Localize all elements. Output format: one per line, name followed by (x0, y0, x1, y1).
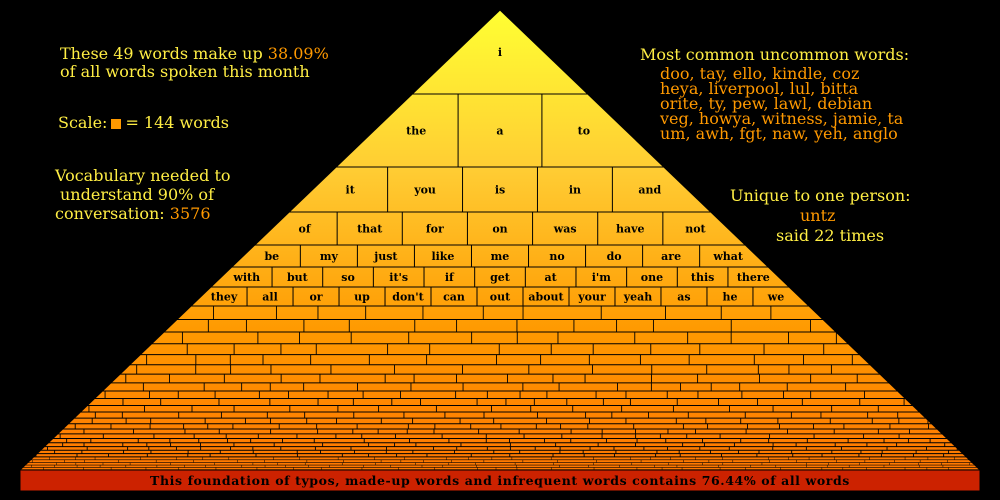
scale-label: Scale: (58, 113, 108, 132)
pyramid-word: can (443, 291, 465, 304)
uncommon-line: orite, ty, pew, lawl, debian (660, 94, 873, 113)
pyramid-word: at (545, 271, 558, 284)
pyramid-word: like (431, 250, 454, 263)
pyramid-body (18, 9, 982, 471)
summary-line2: of all words spoken this month (60, 62, 310, 81)
pyramid-word: as (677, 291, 690, 304)
pyramid-word: that (357, 223, 383, 236)
scale-legend: Scale: = 144 words (58, 114, 229, 132)
pyramid-word: it (346, 184, 356, 197)
uncommon-line: doo, tay, ello, kindle, coz (660, 64, 860, 83)
pyramid-word: my (320, 250, 339, 263)
pyramid-word: about (528, 291, 564, 304)
vocabulary-line3: conversation: (55, 204, 165, 223)
scale-value: = 144 words (125, 113, 229, 132)
pyramid-word: they (211, 291, 238, 304)
pyramid-word: don't (392, 291, 424, 304)
pyramid-word: a (496, 125, 503, 138)
pyramid-word: be (264, 250, 279, 263)
pyramid-word: do (607, 250, 622, 263)
pyramid-word: it's (389, 271, 408, 284)
pyramid-word: me (491, 250, 510, 263)
pyramid-word: all (262, 291, 278, 304)
pyramid-word: or (309, 291, 322, 304)
pyramid-word: we (767, 291, 784, 304)
pyramid-word: you (413, 184, 436, 197)
pyramid-word: on (492, 223, 507, 236)
pyramid-word: was (553, 223, 577, 236)
pyramid-word: he (722, 291, 737, 304)
foundation-bar (19, 469, 981, 492)
pyramid-word: to (578, 125, 590, 138)
vocabulary-line1: Vocabulary needed to (55, 166, 231, 185)
summary-line1: These 49 words make up (60, 44, 263, 63)
pyramid-word: just (373, 250, 398, 263)
scale-square-icon (111, 119, 122, 129)
pyramid-word: what (712, 250, 744, 263)
summary-percent: 38.09% (267, 44, 329, 63)
pyramid-word: no (549, 250, 564, 263)
pyramid-word: yeah (623, 291, 653, 304)
pyramid-word: so (341, 271, 355, 284)
pyramid-word: with (232, 271, 260, 284)
unique-heading: Unique to one person: (730, 186, 911, 205)
pyramid-word: i'm (592, 271, 612, 284)
pyramid-word: are (661, 250, 681, 263)
pyramid-word: of (299, 223, 312, 236)
uncommon-line: heya, liverpool, lul, bitta (660, 79, 859, 98)
summary-text: These 49 words make up 38.09% of all wor… (60, 45, 329, 81)
pyramid-word: this (691, 271, 714, 284)
pyramid-word: i (498, 46, 502, 59)
unique-word: untz (800, 206, 836, 225)
pyramid-word: in (569, 184, 581, 197)
vocabulary-line2: understand 90% of (60, 185, 214, 204)
vocabulary-value: 3576 (169, 204, 211, 223)
pyramid-word: out (490, 291, 511, 304)
unique-count: said 22 times (776, 226, 885, 245)
pyramid-word: the (406, 125, 426, 138)
uncommon-heading: Most common uncommon words: (640, 45, 910, 64)
uncommon-line: veg, howya, witness, jamie, ta (660, 109, 904, 128)
pyramid-word: have (616, 223, 645, 236)
pyramid-word: but (287, 271, 309, 284)
pyramid-word: is (495, 184, 505, 197)
uncommon-words: Most common uncommon words: doo, tay, el… (640, 45, 910, 143)
pyramid-word: there (737, 271, 770, 284)
pyramid-word: and (638, 184, 661, 197)
unique-text: Unique to one person: untz said 22 times (730, 186, 911, 246)
pyramid-word: your (577, 291, 606, 304)
pyramid-word: if (445, 271, 455, 284)
vocabulary-text: Vocabulary needed to understand 90% of c… (55, 166, 231, 223)
pyramid-word: get (490, 271, 511, 284)
pyramid-word: not (685, 223, 706, 236)
pyramid-word: one (641, 271, 663, 284)
pyramid-word: for (426, 223, 444, 236)
pyramid-word: up (354, 291, 370, 304)
foundation-text: This foundation of typos, made-up words … (150, 473, 850, 488)
uncommon-line: um, awh, fgt, naw, yeh, anglo (660, 124, 898, 143)
